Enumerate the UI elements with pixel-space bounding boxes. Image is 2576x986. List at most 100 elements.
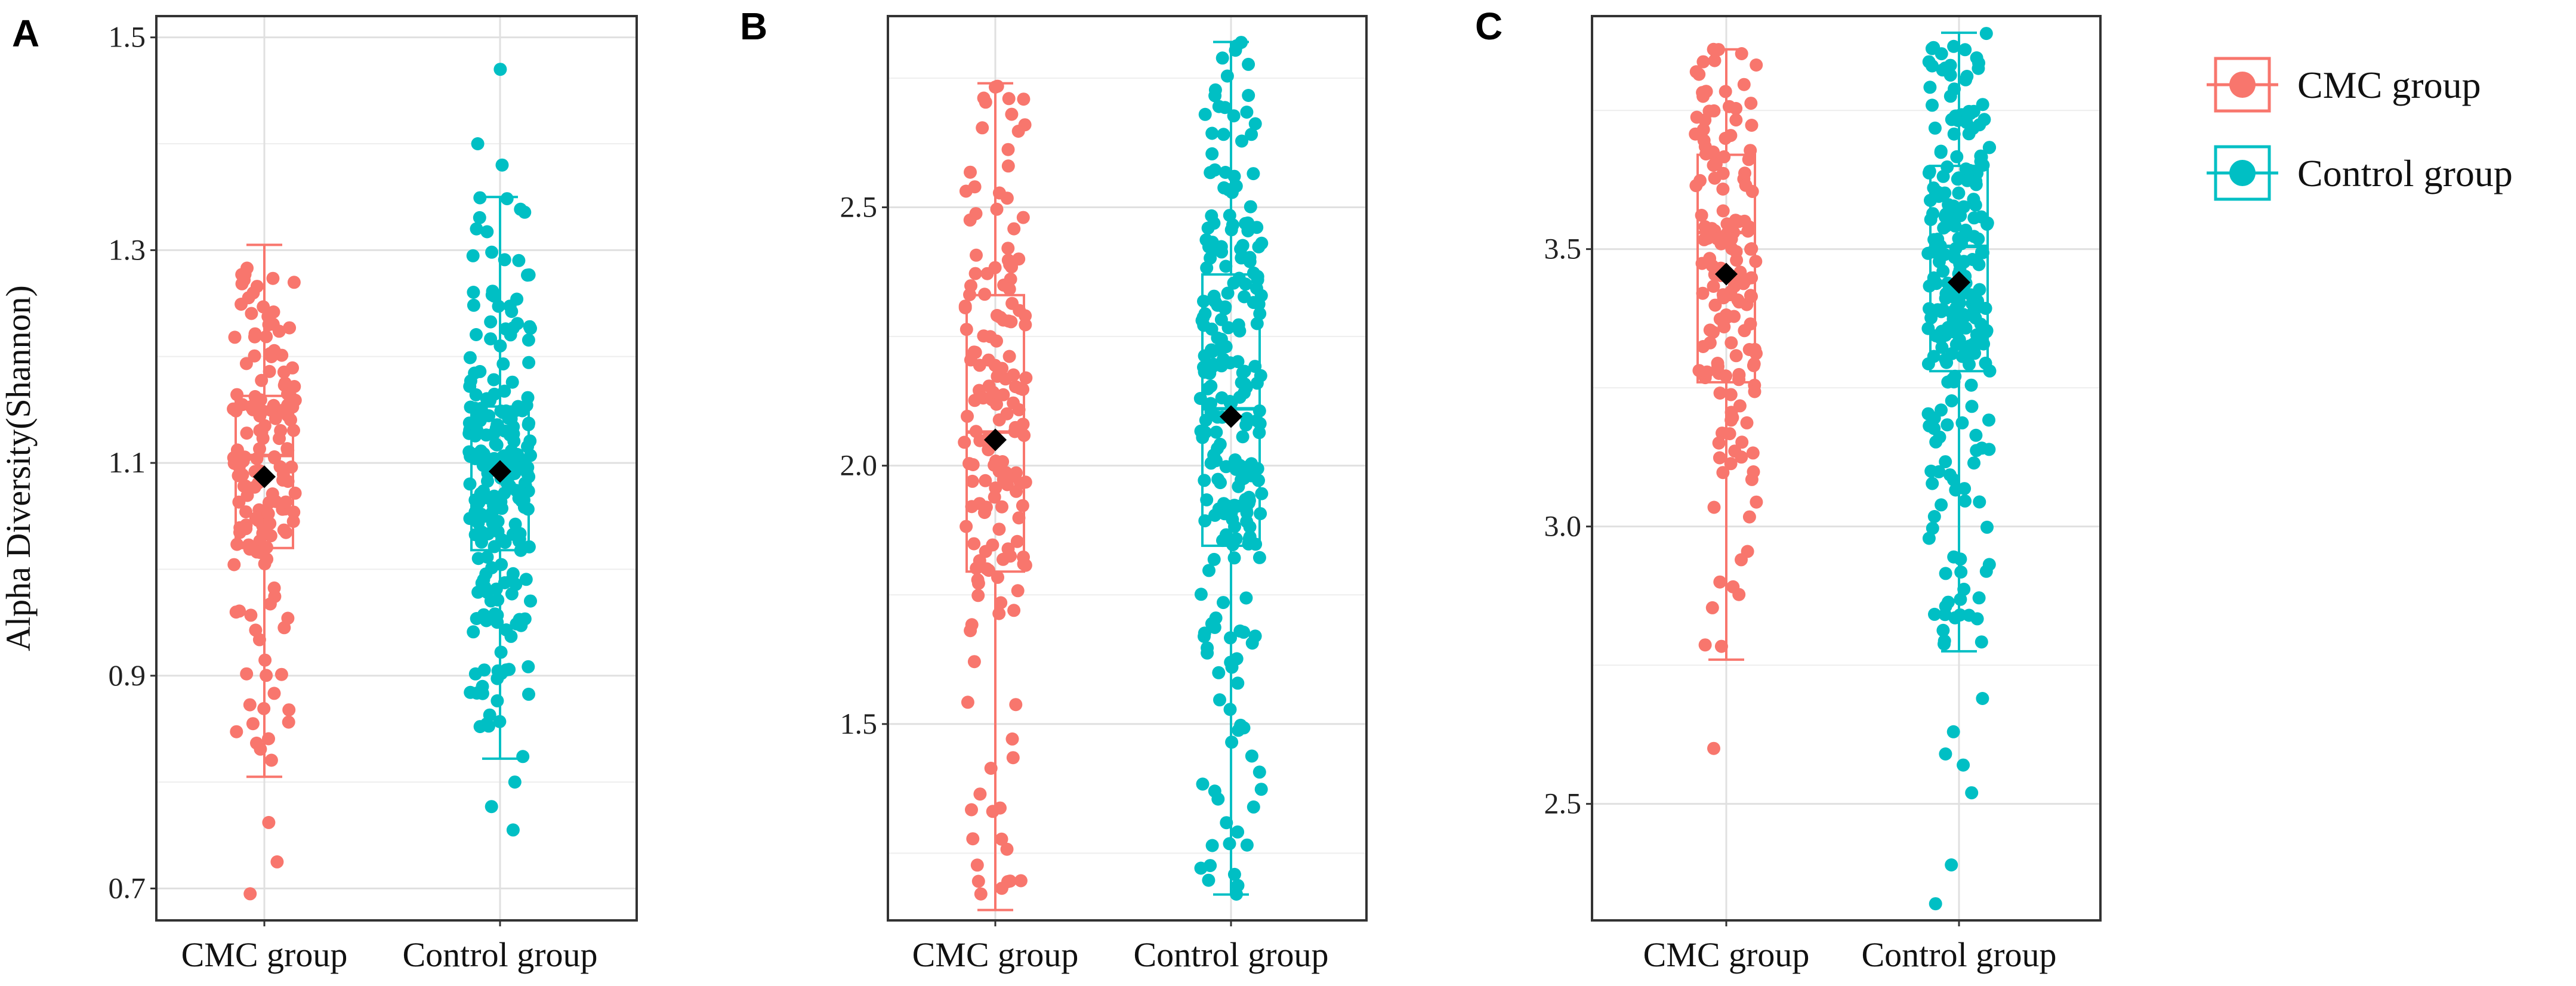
data-point: [523, 320, 536, 333]
data-point: [276, 473, 290, 487]
data-point: [495, 502, 508, 515]
data-point: [965, 474, 979, 488]
data-point: [257, 300, 270, 314]
data-point: [487, 373, 501, 387]
data-point: [1208, 620, 1221, 634]
data-point: [1970, 612, 1984, 626]
data-point: [494, 645, 508, 659]
data-point: [1716, 166, 1730, 180]
outlier-point: [1929, 897, 1942, 911]
outlier-point: [1945, 858, 1958, 871]
data-point: [1225, 735, 1239, 749]
data-point: [481, 474, 494, 488]
data-point: [1225, 660, 1239, 674]
data-point: [1011, 584, 1025, 598]
data-point: [279, 495, 292, 509]
data-point: [287, 276, 301, 289]
data-point: [1217, 128, 1230, 141]
data-point: [267, 687, 281, 700]
data-point: [995, 500, 1008, 514]
data-point: [514, 543, 527, 557]
data-point: [1716, 204, 1730, 218]
data-point: [1963, 357, 1976, 371]
series-control: [1921, 27, 1997, 911]
data-point: [1242, 57, 1255, 71]
data-point: [1926, 98, 1939, 112]
data-point: [1934, 146, 1948, 159]
data-point: [227, 558, 241, 571]
data-point: [1975, 635, 1988, 649]
data-point: [1220, 816, 1233, 830]
data-point: [1000, 407, 1014, 421]
data-point: [1732, 373, 1746, 387]
data-point: [475, 403, 488, 417]
data-point: [1947, 39, 1961, 53]
y-tick-label: 3.5: [1544, 232, 1582, 265]
data-point: [988, 490, 1001, 504]
panel-border: [1591, 15, 2102, 922]
data-point: [1948, 82, 1961, 96]
data-point: [470, 447, 484, 461]
data-point: [262, 318, 276, 332]
data-point: [1955, 416, 1969, 429]
data-point: [967, 537, 981, 551]
data-point: [1219, 259, 1233, 273]
data-point: [1230, 888, 1243, 901]
data-point: [1712, 43, 1725, 57]
series-cmc: [958, 79, 1033, 911]
data-point: [480, 225, 494, 239]
series-cmc: [227, 243, 302, 901]
data-point: [1924, 464, 1938, 478]
data-point: [1703, 336, 1717, 350]
panel-letter: C: [1475, 5, 1503, 48]
data-point: [1696, 286, 1710, 300]
data-point: [1707, 104, 1721, 118]
data-point: [1224, 631, 1237, 645]
data-point: [1200, 493, 1214, 506]
data-point: [1223, 837, 1236, 851]
data-point: [1745, 185, 1759, 198]
outlier-point: [493, 63, 507, 76]
data-point: [477, 663, 491, 677]
data-point: [468, 528, 482, 542]
data-point: [1202, 564, 1215, 577]
data-point: [1242, 537, 1255, 551]
data-point: [260, 552, 274, 566]
data-point: [1252, 240, 1266, 254]
data-point: [1198, 514, 1212, 528]
data-point: [492, 299, 505, 313]
data-point: [960, 323, 973, 336]
data-point: [1231, 825, 1245, 839]
data-point: [963, 288, 976, 301]
data-point: [1973, 495, 1986, 509]
legend-label: Control group: [2297, 152, 2513, 194]
data-point: [1737, 78, 1751, 91]
data-point: [503, 299, 517, 313]
data-point: [258, 653, 272, 667]
data-point: [1740, 416, 1754, 429]
data-point: [1936, 264, 1950, 278]
data-point: [240, 426, 254, 440]
data-point: [1215, 51, 1229, 65]
data-point: [1927, 350, 1941, 363]
data-point: [1937, 221, 1951, 235]
data-point: [1967, 456, 1980, 470]
data-point: [1204, 379, 1218, 393]
data-point: [480, 551, 494, 564]
mean-marker: [1715, 262, 1738, 286]
data-point: [1001, 143, 1015, 156]
data-point: [1927, 510, 1941, 523]
data-point: [1219, 460, 1233, 474]
data-point: [463, 477, 477, 491]
data-point: [1198, 626, 1211, 640]
data-point: [1724, 388, 1738, 401]
data-point: [1208, 163, 1221, 177]
data-point: [260, 669, 273, 682]
data-point: [1735, 47, 1748, 60]
data-point: [273, 432, 286, 446]
data-point: [233, 521, 247, 534]
data-point: [1253, 307, 1267, 320]
data-point: [1717, 150, 1731, 163]
data-point: [473, 191, 487, 205]
